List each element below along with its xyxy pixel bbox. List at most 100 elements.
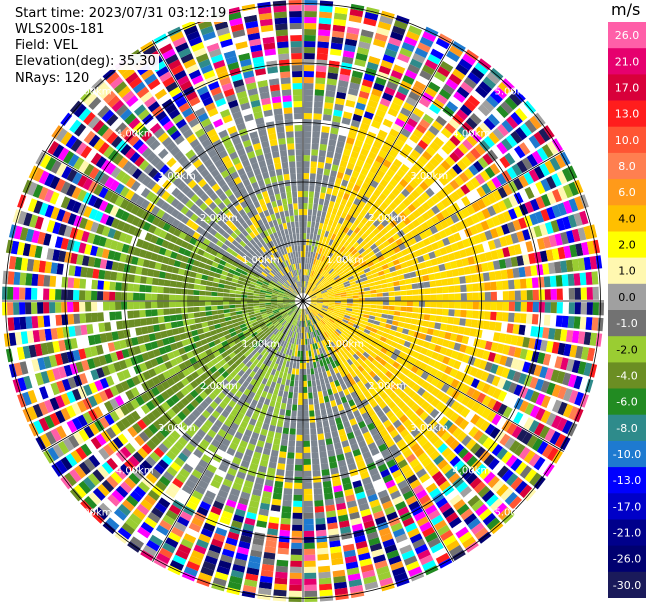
radar-gate <box>470 442 482 455</box>
radar-gate <box>234 358 242 366</box>
radar-gate <box>443 534 457 547</box>
radar-gate <box>392 528 406 538</box>
radar-gate <box>526 153 538 167</box>
radar-gate <box>414 543 429 555</box>
radar-gate <box>220 322 227 328</box>
radar-gate <box>322 475 331 482</box>
radar-gate <box>241 270 248 276</box>
radar-gate <box>314 342 319 350</box>
radar-gate <box>140 404 151 415</box>
radar-gate <box>84 219 94 231</box>
radar-gate <box>291 542 302 549</box>
radar-gate <box>568 181 579 196</box>
radar-gate <box>322 390 328 397</box>
radar-gate <box>294 307 299 313</box>
radar-gate <box>408 91 421 102</box>
radar-gate <box>362 243 370 251</box>
radar-gate <box>217 375 225 383</box>
radar-gate <box>315 523 326 531</box>
radar-gate <box>357 222 365 230</box>
radar-gate <box>322 297 329 299</box>
radar-gate <box>440 529 454 542</box>
radar-gate <box>133 531 148 544</box>
radar-gate <box>510 358 520 370</box>
radar-gate <box>484 166 496 179</box>
radar-gate <box>496 142 508 155</box>
radar-gate <box>231 520 243 529</box>
radar-gate <box>31 230 40 244</box>
radar-gate <box>71 186 82 200</box>
radar-gate <box>411 374 421 383</box>
radar-gate <box>230 362 238 370</box>
radar-gate <box>306 233 310 240</box>
radar-gate <box>308 404 314 411</box>
radar-gate <box>245 409 253 418</box>
radar-gate <box>217 305 224 310</box>
radar-gate <box>259 323 266 328</box>
radar-gate <box>436 353 445 363</box>
radar-gate <box>293 392 298 399</box>
radar-gate <box>374 355 382 363</box>
radar-gate <box>487 475 500 489</box>
radar-gate <box>309 422 316 429</box>
radar-gate <box>57 147 70 161</box>
radar-gate <box>314 308 320 313</box>
radar-gate <box>80 266 88 278</box>
radar-gate <box>384 362 392 370</box>
radar-gate <box>135 395 145 406</box>
radar-gate <box>338 271 345 277</box>
radar-gate <box>454 415 465 427</box>
radar-gate <box>273 407 280 415</box>
radar-gate <box>431 351 440 360</box>
radar-gate <box>303 221 307 228</box>
radar-gate <box>236 254 243 261</box>
radar-gate <box>352 309 359 313</box>
radar-gate <box>328 296 335 299</box>
radar-gate <box>278 317 284 323</box>
radar-gate <box>55 193 65 207</box>
radar-gate <box>305 308 309 314</box>
radar-gate <box>308 290 313 295</box>
radar-gate <box>224 312 231 318</box>
radar-gate <box>72 240 81 253</box>
radar-gate <box>453 443 465 455</box>
radar-gate <box>204 264 212 271</box>
radar-gate <box>280 319 286 325</box>
radar-gate <box>253 393 261 402</box>
radar-gate <box>363 162 372 171</box>
radar-gate <box>447 341 456 350</box>
radar-gate <box>120 380 130 391</box>
radar-gate <box>549 157 561 171</box>
radar-gate <box>95 247 104 258</box>
radar-gate <box>338 217 345 225</box>
radar-gate <box>238 276 245 282</box>
radar-gate <box>392 276 399 282</box>
radar-gate <box>326 311 333 316</box>
radar-gate <box>456 352 465 362</box>
radar-gate <box>431 242 440 251</box>
radar-gate <box>258 396 266 404</box>
radar-gate <box>544 302 551 313</box>
radar-gate <box>406 169 417 179</box>
radar-gate <box>363 73 375 82</box>
radar-gate <box>470 245 479 255</box>
radar-gate <box>424 531 438 543</box>
radar-gate <box>318 321 323 327</box>
radar-gate <box>421 166 432 176</box>
radar-gate <box>254 285 262 290</box>
radar-gate <box>372 337 380 344</box>
radar-gate <box>319 285 325 290</box>
radar-gate <box>124 358 133 368</box>
radar-gate <box>86 324 94 335</box>
radar-gate <box>334 304 341 307</box>
radar-gate <box>485 494 499 507</box>
radar-gate <box>137 373 146 383</box>
radar-gate <box>274 312 281 317</box>
radar-gate <box>316 273 321 280</box>
radar-gate <box>457 447 469 459</box>
radar-gate <box>278 352 283 359</box>
radar-gate <box>364 11 379 21</box>
radar-gate <box>217 301 224 306</box>
radar-gate <box>573 375 583 390</box>
radar-gate <box>347 20 361 29</box>
